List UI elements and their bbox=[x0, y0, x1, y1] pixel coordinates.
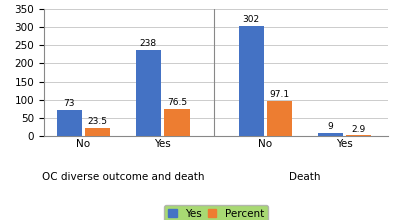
Bar bbox=[136, 50, 161, 136]
Bar bbox=[346, 135, 371, 136]
Bar bbox=[238, 26, 264, 136]
Text: 302: 302 bbox=[243, 15, 260, 24]
Bar bbox=[318, 133, 343, 136]
Text: 97.1: 97.1 bbox=[270, 90, 290, 99]
Text: 238: 238 bbox=[140, 39, 157, 48]
Text: 23.5: 23.5 bbox=[88, 117, 108, 126]
Text: 2.9: 2.9 bbox=[352, 125, 366, 134]
Text: 73: 73 bbox=[64, 99, 75, 108]
Text: 9: 9 bbox=[327, 122, 333, 131]
Text: Death: Death bbox=[289, 172, 321, 182]
Bar bbox=[85, 128, 110, 136]
Legend: Yes, Percent: Yes, Percent bbox=[164, 205, 268, 220]
Bar bbox=[267, 101, 292, 136]
Bar bbox=[164, 108, 190, 136]
Text: 76.5: 76.5 bbox=[167, 98, 187, 107]
Bar bbox=[57, 110, 82, 136]
Text: OC diverse outcome and death: OC diverse outcome and death bbox=[42, 172, 204, 182]
